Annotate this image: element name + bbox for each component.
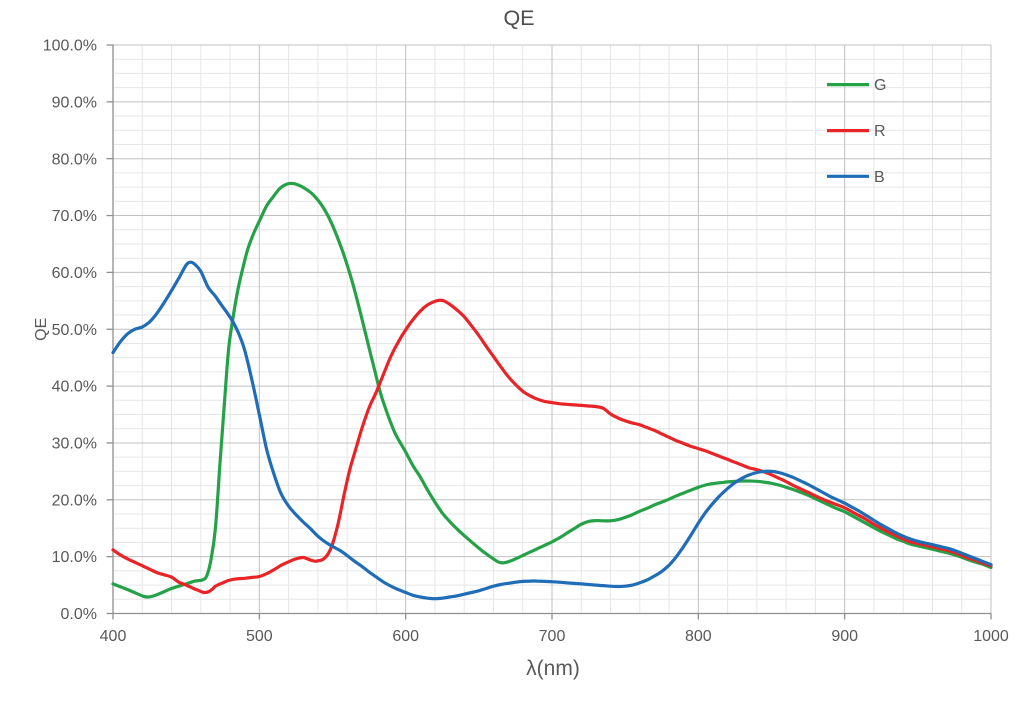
svg-text:30.0%: 30.0% xyxy=(52,436,97,453)
svg-text:1000: 1000 xyxy=(973,628,1009,645)
svg-text:900: 900 xyxy=(831,628,858,645)
svg-text:80.0%: 80.0% xyxy=(52,151,97,168)
svg-text:90.0%: 90.0% xyxy=(52,95,97,112)
svg-text:400: 400 xyxy=(100,628,127,645)
svg-text:60.0%: 60.0% xyxy=(52,265,97,282)
svg-text:B: B xyxy=(874,169,885,186)
svg-text:700: 700 xyxy=(539,628,566,645)
svg-text:70.0%: 70.0% xyxy=(52,208,97,225)
svg-text:0.0%: 0.0% xyxy=(61,606,97,623)
svg-text:R: R xyxy=(874,123,886,140)
svg-text:QE: QE xyxy=(503,6,534,30)
svg-text:600: 600 xyxy=(392,628,419,645)
svg-text:40.0%: 40.0% xyxy=(52,379,97,396)
svg-text:50.0%: 50.0% xyxy=(52,322,97,339)
svg-text:100.0%: 100.0% xyxy=(43,38,97,55)
svg-text:QE: QE xyxy=(33,318,50,341)
svg-text:10.0%: 10.0% xyxy=(52,549,97,566)
svg-text:20.0%: 20.0% xyxy=(52,492,97,509)
svg-text:λ(nm): λ(nm) xyxy=(526,657,580,680)
svg-text:G: G xyxy=(874,77,886,94)
svg-text:800: 800 xyxy=(685,628,712,645)
svg-text:500: 500 xyxy=(246,628,273,645)
